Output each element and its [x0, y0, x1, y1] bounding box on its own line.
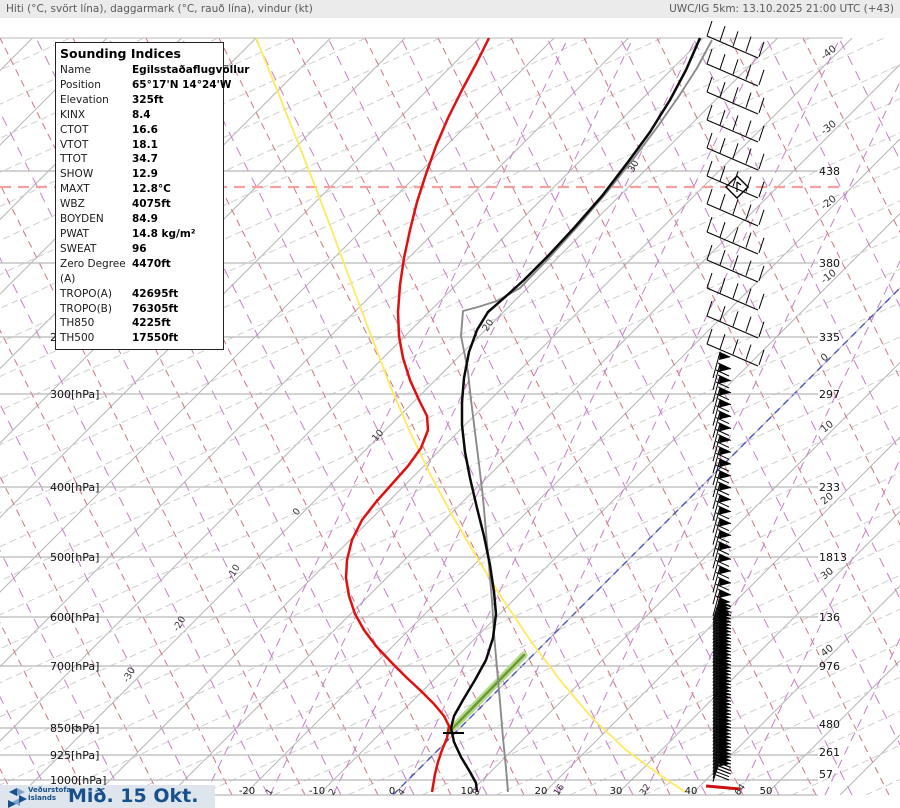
freezing-crossing-core: [448, 653, 526, 733]
svg-text:380: 380: [819, 257, 840, 270]
svg-text:480: 480: [819, 718, 840, 731]
svg-text:976: 976: [819, 660, 840, 673]
model-run-text: UWC/IG 5km: 13.10.2025 21:00 UTC (+43): [669, 3, 894, 15]
indices-row: KINX 8.4: [60, 108, 151, 121]
indices-row: CTOT 16.6: [60, 123, 158, 136]
sounding-indices-panel: Sounding Indices Name Egilsstaðaflugvöllu…: [55, 42, 250, 351]
svg-text:261: 261: [819, 746, 840, 759]
indices-row: SWEAT 96: [60, 242, 147, 255]
snowflake-logo-icon: [8, 788, 27, 808]
svg-text:-20: -20: [239, 786, 255, 797]
svg-text:0: 0: [71, 724, 84, 735]
indices-title: Sounding Indices: [60, 46, 181, 61]
indices-row: TH850 4225ft: [60, 317, 171, 330]
indices-row: TROPO(B) 76305ft: [60, 302, 179, 315]
svg-text:10: 10: [461, 786, 474, 797]
svg-text:925[hPa]: 925[hPa]: [50, 749, 99, 762]
tropopause-diamond-marker: [725, 175, 749, 199]
svg-text:8: 8: [471, 787, 483, 798]
svg-text:700[hPa]: 700[hPa]: [50, 660, 99, 673]
svg-text:-30: -30: [819, 119, 839, 138]
svg-text:1813: 1813: [819, 551, 847, 564]
svg-text:2: 2: [327, 787, 338, 797]
svg-text:600[hPa]: 600[hPa]: [50, 611, 99, 624]
temperature-curve: [449, 37, 702, 793]
svg-text:-10: -10: [309, 786, 325, 797]
svg-text:0: 0: [819, 352, 831, 365]
svg-text:40: 40: [685, 786, 698, 797]
svg-text:0: 0: [291, 506, 303, 518]
svg-text:30: 30: [610, 786, 623, 797]
svg-text:136: 136: [819, 611, 840, 624]
indices-row: MAXT 12.8°C: [60, 183, 171, 196]
svg-text:20: 20: [535, 786, 548, 797]
top-status-bar: Hiti (°C, svört lína), daggarmark (°C, r…: [0, 0, 900, 18]
indices-row: Zero Degree (A) 4470ft: [60, 257, 171, 285]
legend-text: Hiti (°C, svört lína), daggarmark (°C, r…: [6, 3, 313, 15]
indices-row: TTOT 34.7: [60, 153, 158, 166]
logo-line1: Veðurstofa: [28, 786, 72, 794]
indices-row: TH500 17550ft: [60, 332, 179, 345]
indices-row: VTOT 18.1: [60, 138, 158, 151]
dewpoint-curve: [344, 37, 491, 793]
svg-text:233: 233: [819, 481, 840, 494]
indices-row: BOYDEN 84.9: [60, 213, 158, 226]
svg-text:0: 0: [389, 786, 395, 797]
surface-wind-red-tick: [705, 784, 741, 791]
vedurstofa-logo: Veðurstofa Íslands: [6, 786, 71, 808]
indices-row: SHOW 12.9: [60, 168, 158, 181]
indices-row: Elevation 325ft: [60, 93, 164, 106]
svg-text:400[hPa]: 400[hPa]: [50, 481, 99, 494]
svg-text:297: 297: [819, 388, 840, 401]
svg-text:50: 50: [760, 786, 773, 797]
logo-line2: Íslands: [28, 793, 57, 802]
indices-row: Position 65°17'N 14°24'W: [60, 78, 232, 91]
svg-text:1: 1: [264, 787, 275, 797]
svg-text:10: 10: [819, 419, 836, 436]
svg-text:850[hPa]: 850[hPa]: [50, 722, 99, 735]
svg-text:-10: -10: [225, 563, 243, 582]
svg-text:57: 57: [819, 768, 833, 781]
svg-text:4: 4: [396, 787, 408, 798]
indices-row: WBZ 4075ft: [60, 198, 171, 211]
svg-text:30: 30: [819, 566, 836, 583]
svg-text:438: 438: [819, 165, 840, 178]
wind-barb-column: [705, 20, 765, 791]
svg-text:1000[hPa]: 1000[hPa]: [50, 774, 106, 787]
axis-labels: 250[hPa]300[hPa]400[hPa]500[hPa]600[hPa]…: [50, 44, 847, 798]
svg-text:-30: -30: [121, 666, 138, 685]
indices-rows: Name Egilsstaðaflugvöllur Position 65°17'N …: [56, 63, 250, 346]
indices-row: PWAT 14.8 kg/m²: [60, 227, 196, 240]
svg-text:500[hPa]: 500[hPa]: [50, 551, 99, 564]
indices-row: Name Egilsstaðaflugvöllur: [60, 64, 250, 76]
auxiliary-yellow-curve: [255, 37, 686, 793]
svg-text:300[hPa]: 300[hPa]: [50, 388, 99, 401]
bottom-date-bar: Veðurstofa Íslands Mið. 15 Okt. 16:00: [0, 785, 215, 808]
indices-row: TROPO(A) 42695ft: [60, 287, 179, 300]
valid-time-label: Mið. 15 Okt. 16:00: [68, 785, 199, 808]
svg-text:335: 335: [819, 331, 840, 344]
